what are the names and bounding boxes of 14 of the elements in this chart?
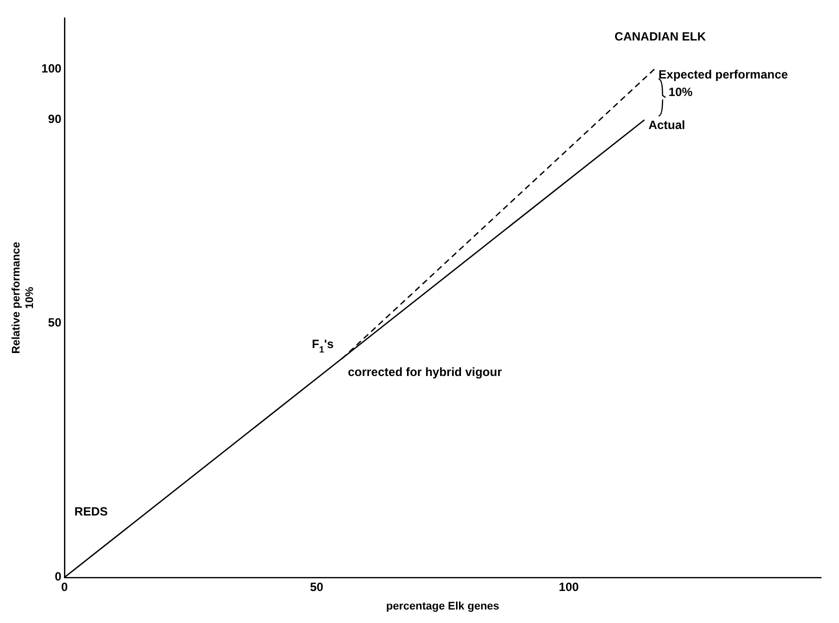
annotation: CANADIAN ELK — [614, 29, 706, 44]
annotation: 10% — [668, 84, 693, 99]
x-tick-label: 100 — [558, 580, 580, 594]
annotation: REDS — [74, 504, 108, 519]
series-label: Expected performance — [658, 67, 788, 82]
y-tick-label: 100 — [41, 61, 62, 76]
y-axis-title: Relative performance 10% — [10, 242, 36, 354]
annotation: corrected for hybrid vigour — [348, 365, 502, 380]
x-axis-title: percentage Elk genes — [386, 600, 500, 612]
y-tick-label: 90 — [48, 112, 62, 126]
y-tick-label: 50 — [48, 316, 62, 330]
y-tick-label: 0 — [54, 570, 62, 584]
legend-label: Actual — [648, 118, 686, 132]
x-tick-label: 50 — [310, 580, 324, 594]
